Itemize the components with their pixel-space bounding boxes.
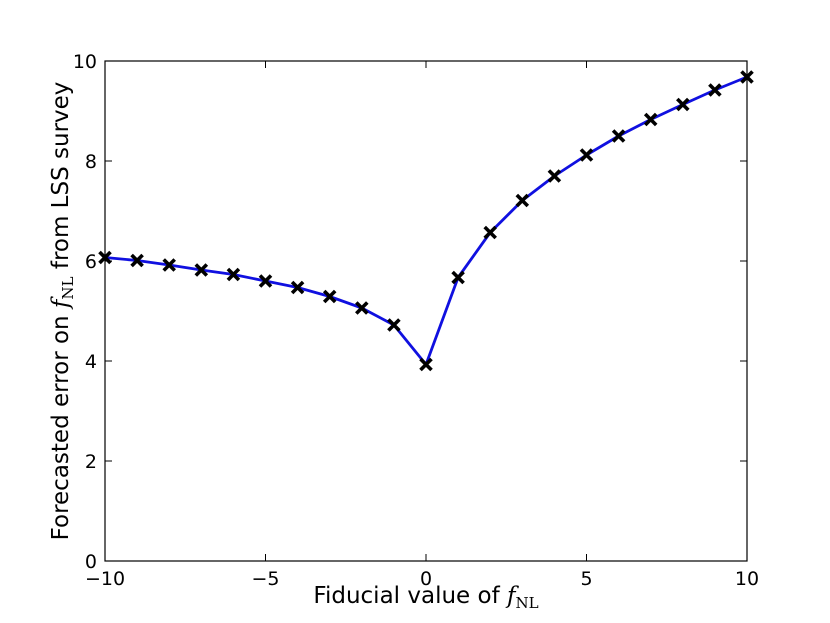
axis-ticks (104, 60, 748, 562)
data-point (419, 357, 433, 372)
x-tick-label: 10 (735, 568, 759, 590)
y-axis-label-math: f (48, 296, 74, 310)
x-tick-label: −5 (251, 568, 279, 590)
x-axis-label-sub: NL (516, 594, 539, 612)
y-tick-label: 0 (85, 551, 97, 573)
data-point (515, 193, 530, 208)
x-axis-label: Fiducial value of fNL (313, 583, 538, 612)
data-point (98, 250, 112, 265)
x-axis-label-text: Fiducial value of (313, 583, 500, 609)
y-axis-label-sub: NL (59, 276, 77, 299)
x-tick-label: 0 (420, 568, 432, 590)
data-point (258, 274, 273, 288)
plot-area (104, 60, 748, 562)
data-point (611, 129, 626, 143)
data-point (451, 270, 465, 285)
data-point (579, 148, 594, 162)
y-axis-label-suffix: from LSS survey (48, 82, 74, 270)
x-tick-label: 5 (580, 568, 592, 590)
y-axis-label-prefix: Forecasted error on (48, 315, 74, 540)
data-point (355, 301, 369, 315)
data-point (194, 263, 209, 277)
data-point (740, 70, 754, 84)
data-point (676, 97, 690, 112)
x-tick-label: −10 (85, 568, 125, 590)
y-axis-label: Forecasted error on fNL from LSS survey (48, 82, 79, 541)
y-tick-label: 2 (85, 451, 97, 473)
y-tick-label: 6 (85, 251, 97, 273)
series-group (98, 70, 754, 372)
tick-labels: −10 −5 0 5 10 0 2 4 6 8 10 (73, 51, 759, 590)
data-point (708, 83, 722, 97)
data-point (290, 280, 305, 295)
y-tick-label: 4 (85, 351, 97, 373)
data-point (387, 318, 401, 332)
data-point (643, 112, 658, 127)
data-point (547, 169, 562, 183)
y-tick-label: 10 (73, 51, 97, 73)
x-axis-label-math: f (505, 583, 519, 609)
data-point (162, 258, 176, 272)
data-point (226, 267, 241, 282)
y-tick-label: 8 (85, 151, 97, 173)
data-point (483, 225, 497, 240)
data-point (130, 253, 144, 268)
data-point (322, 289, 337, 304)
